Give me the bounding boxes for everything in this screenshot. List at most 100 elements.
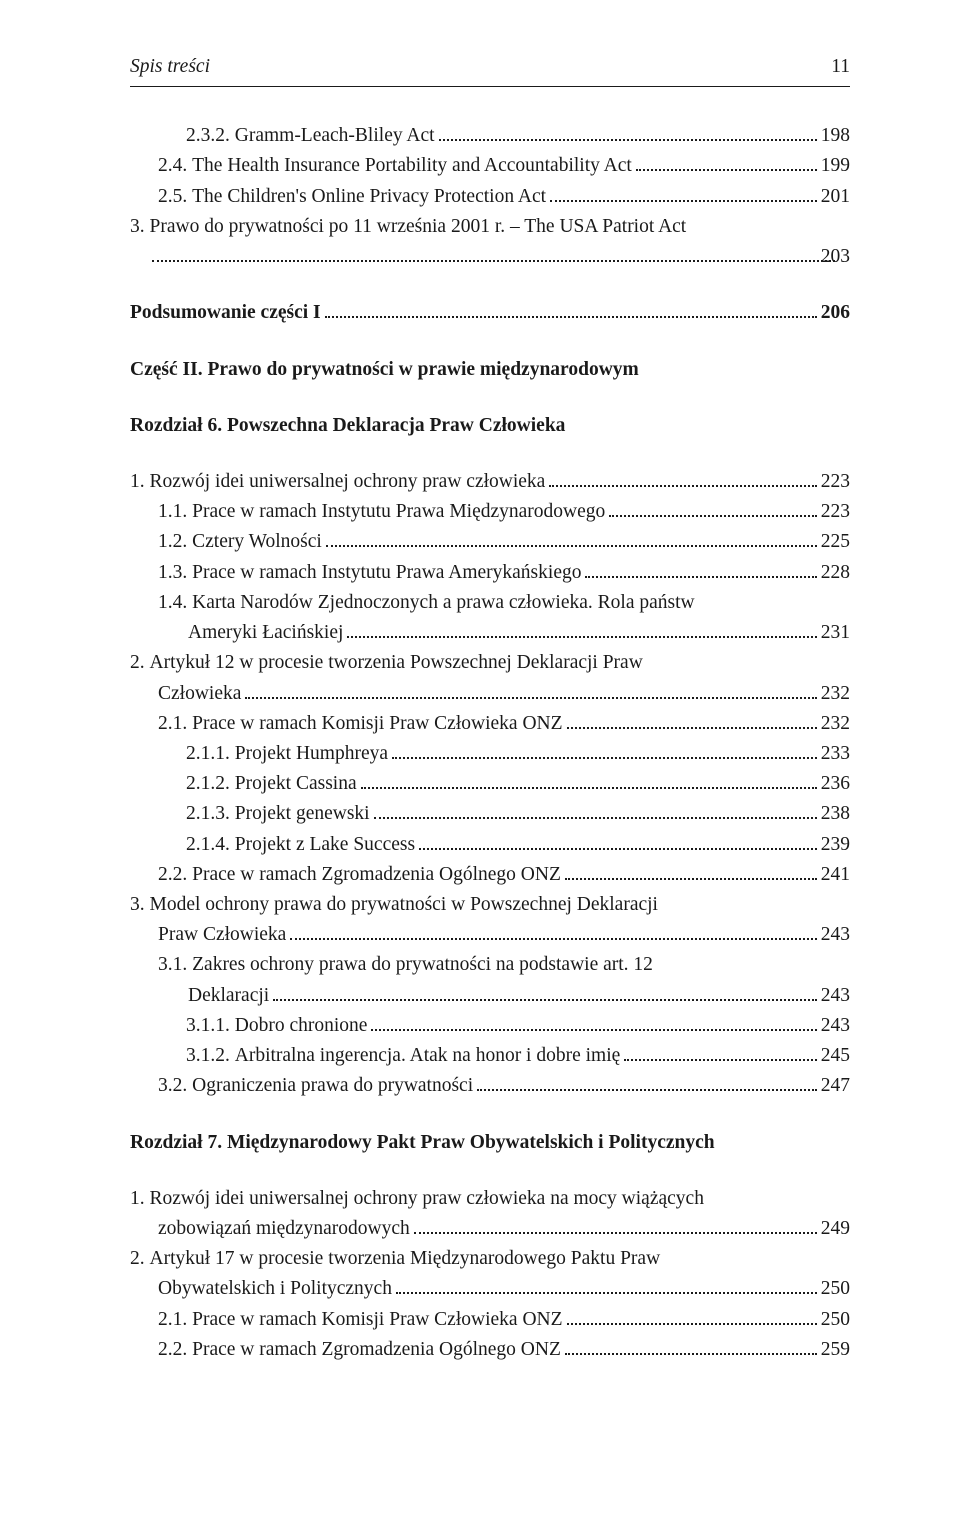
toc-text: 2.2. Prace w ramach Zgromadzenia Ogólneg…	[158, 860, 561, 890]
chapter-label: Rozdział 6.	[130, 415, 222, 436]
leader-dots	[477, 1074, 817, 1092]
toc-entry: 1.4. Karta Narodów Zjednoczonych a prawa…	[130, 588, 850, 648]
toc-entry: 2.2. Prace w ramach Zgromadzenia Ogólneg…	[130, 1335, 850, 1365]
toc-text: Człowieka	[158, 679, 241, 709]
leader-dots	[567, 711, 817, 729]
toc-text: 1. Rozwój idei uniwersalnej ochrony praw…	[130, 1184, 850, 1214]
toc-page-ref: 245	[821, 1041, 850, 1071]
leader-dots	[567, 1307, 817, 1325]
chapter-title: Międzynarodowy Pakt Praw Obywatelskich i…	[227, 1132, 715, 1153]
toc-text: 2. Artykuł 12 w procesie tworzenia Powsz…	[130, 648, 850, 678]
toc-entry: 3.2. Ograniczenia prawa do prywatności 24…	[130, 1071, 850, 1101]
toc-page-ref: 243	[821, 981, 850, 1011]
leader-dots	[396, 1277, 817, 1295]
toc-entry: 2.1.2. Projekt Cassina 236	[130, 769, 850, 799]
running-title: Spis treści	[130, 52, 210, 82]
leader-dots	[549, 469, 816, 487]
toc-text: 1. Rozwój idei uniwersalnej ochrony praw…	[130, 467, 545, 497]
toc-entry: 2.3.2. Gramm-Leach-Bliley Act 198	[130, 121, 850, 151]
toc-text: Deklaracji	[188, 981, 269, 1011]
toc-page-ref: 223	[821, 497, 850, 527]
leader-dots	[565, 1337, 817, 1355]
toc-entry: 3.1.2. Arbitralna ingerencja. Atak na ho…	[130, 1041, 850, 1071]
toc-entry: 1.2. Cztery Wolności 225	[130, 527, 850, 557]
toc-text: 2.5. The Children's Online Privacy Prote…	[158, 182, 546, 212]
toc-entry: 2.4. The Health Insurance Portability an…	[130, 151, 850, 181]
toc-page-ref: 233	[821, 739, 850, 769]
toc-text: 1.1. Prace w ramach Instytutu Prawa Międ…	[158, 497, 605, 527]
toc-text: Podsumowanie części I	[130, 298, 321, 328]
toc-text: 1.3. Prace w ramach Instytutu Prawa Amer…	[158, 558, 581, 588]
toc-page-ref: 225	[821, 527, 850, 557]
leader-dots	[636, 154, 817, 172]
toc-page-ref: 250	[821, 1305, 850, 1335]
toc-text: 2.4. The Health Insurance Portability an…	[158, 151, 632, 181]
toc-entry: 2.1.4. Projekt z Lake Success 239	[130, 830, 850, 860]
toc-entry: 1.1. Prace w ramach Instytutu Prawa Międ…	[130, 497, 850, 527]
toc-text: 2.1.4. Projekt z Lake Success	[186, 830, 415, 860]
toc-page-ref: 223	[821, 467, 850, 497]
toc-text: 2.3.2. Gramm-Leach-Bliley Act	[186, 121, 435, 151]
toc-entry: 2. Artykuł 12 w procesie tworzenia Powsz…	[130, 648, 850, 708]
toc-page-ref: 236	[821, 769, 850, 799]
toc-text: 2.1.1. Projekt Humphreya	[186, 739, 388, 769]
toc-text: 2. Artykuł 17 w procesie tworzenia Międz…	[130, 1244, 850, 1274]
toc-text: 1.4. Karta Narodów Zjednoczonych a prawa…	[158, 588, 850, 618]
leader-dots	[245, 681, 816, 699]
leader-dots	[550, 184, 817, 202]
leader-dots	[326, 530, 817, 548]
toc-page-ref: 231	[821, 618, 850, 648]
leader-dots	[565, 862, 817, 880]
toc-entry: 1. Rozwój idei uniwersalnej ochrony praw…	[130, 1184, 850, 1244]
toc-page-ref: 247	[821, 1071, 850, 1101]
leader-dots	[624, 1044, 816, 1062]
toc-page-ref: 232	[821, 679, 850, 709]
leader-dots	[347, 620, 816, 638]
toc-block: 3.1.1. Dobro chronione 243 3.1.2. Arbitral…	[130, 1011, 850, 1102]
toc-page-ref: 198	[821, 121, 850, 151]
toc-entry: 3.1. Zakres ochrony prawa do prywatności…	[130, 950, 850, 1010]
toc-block: 2.3.2. Gramm-Leach-Bliley Act 198 2.4. The…	[130, 121, 850, 212]
toc-entry: 2.5. The Children's Online Privacy Prote…	[130, 182, 850, 212]
toc-page-ref: 239	[821, 830, 850, 860]
chapter-title: Powszechna Deklaracja Praw Człowieka	[227, 415, 565, 436]
toc-text: 3.1.1. Dobro chronione	[186, 1011, 367, 1041]
toc-text: 3.1. Zakres ochrony prawa do prywatności…	[158, 950, 850, 980]
toc-page-ref: 243	[821, 920, 850, 950]
toc-entry: 3. Prawo do prywatności po 11 września 2…	[130, 212, 850, 272]
toc-text: zobowiązań międzynarodowych	[158, 1214, 410, 1244]
toc-text: 3.1.2. Arbitralna ingerencja. Atak na ho…	[186, 1041, 620, 1071]
part-label: Część II.	[130, 359, 203, 380]
running-page-number: 11	[831, 52, 850, 82]
toc-block: 1. Rozwój idei uniwersalnej ochrony praw…	[130, 467, 850, 588]
toc-page-ref: 259	[821, 1335, 850, 1365]
chapter-heading: Rozdział 7. Międzynarodowy Pakt Praw Oby…	[130, 1128, 850, 1158]
toc-entry: 2.1.1. Projekt Humphreya 233	[130, 739, 850, 769]
leader-dots	[414, 1216, 817, 1234]
leader-dots	[152, 245, 835, 263]
toc-text: 3.2. Ograniczenia prawa do prywatności	[158, 1071, 473, 1101]
toc-page-ref: 199	[821, 151, 850, 181]
toc-page: Spis treści 11 2.3.2. Gramm-Leach-Bliley…	[0, 0, 960, 1425]
toc-text: 2.1.2. Projekt Cassina	[186, 769, 357, 799]
leader-dots	[374, 802, 817, 820]
toc-summary: Podsumowanie części I 206	[130, 298, 850, 328]
toc-page-ref: 243	[821, 1011, 850, 1041]
chapter-heading: Rozdział 6. Powszechna Deklaracja Praw C…	[130, 411, 850, 441]
leader-dots	[609, 500, 816, 518]
toc-entry: 2.2. Prace w ramach Zgromadzenia Ogólneg…	[130, 860, 850, 890]
toc-entry: 2.1. Prace w ramach Komisji Praw Człowie…	[130, 1305, 850, 1335]
leader-dots	[439, 124, 817, 142]
leader-dots	[273, 983, 817, 1001]
toc-text: 1.2. Cztery Wolności	[158, 527, 322, 557]
toc-text: 2.1. Prace w ramach Komisji Praw Człowie…	[158, 709, 563, 739]
toc-page-ref: 249	[821, 1214, 850, 1244]
running-head: Spis treści 11	[130, 52, 850, 87]
part-heading: Część II. Prawo do prywatności w prawie …	[130, 355, 850, 385]
toc-page-ref: 238	[821, 799, 850, 829]
leader-dots	[585, 560, 816, 578]
leader-dots	[361, 772, 817, 790]
toc-entry: 2.1.3. Projekt genewski238	[130, 799, 850, 829]
toc-page-ref: 241	[821, 860, 850, 890]
toc-text: Obywatelskich i Politycznych	[158, 1274, 392, 1304]
